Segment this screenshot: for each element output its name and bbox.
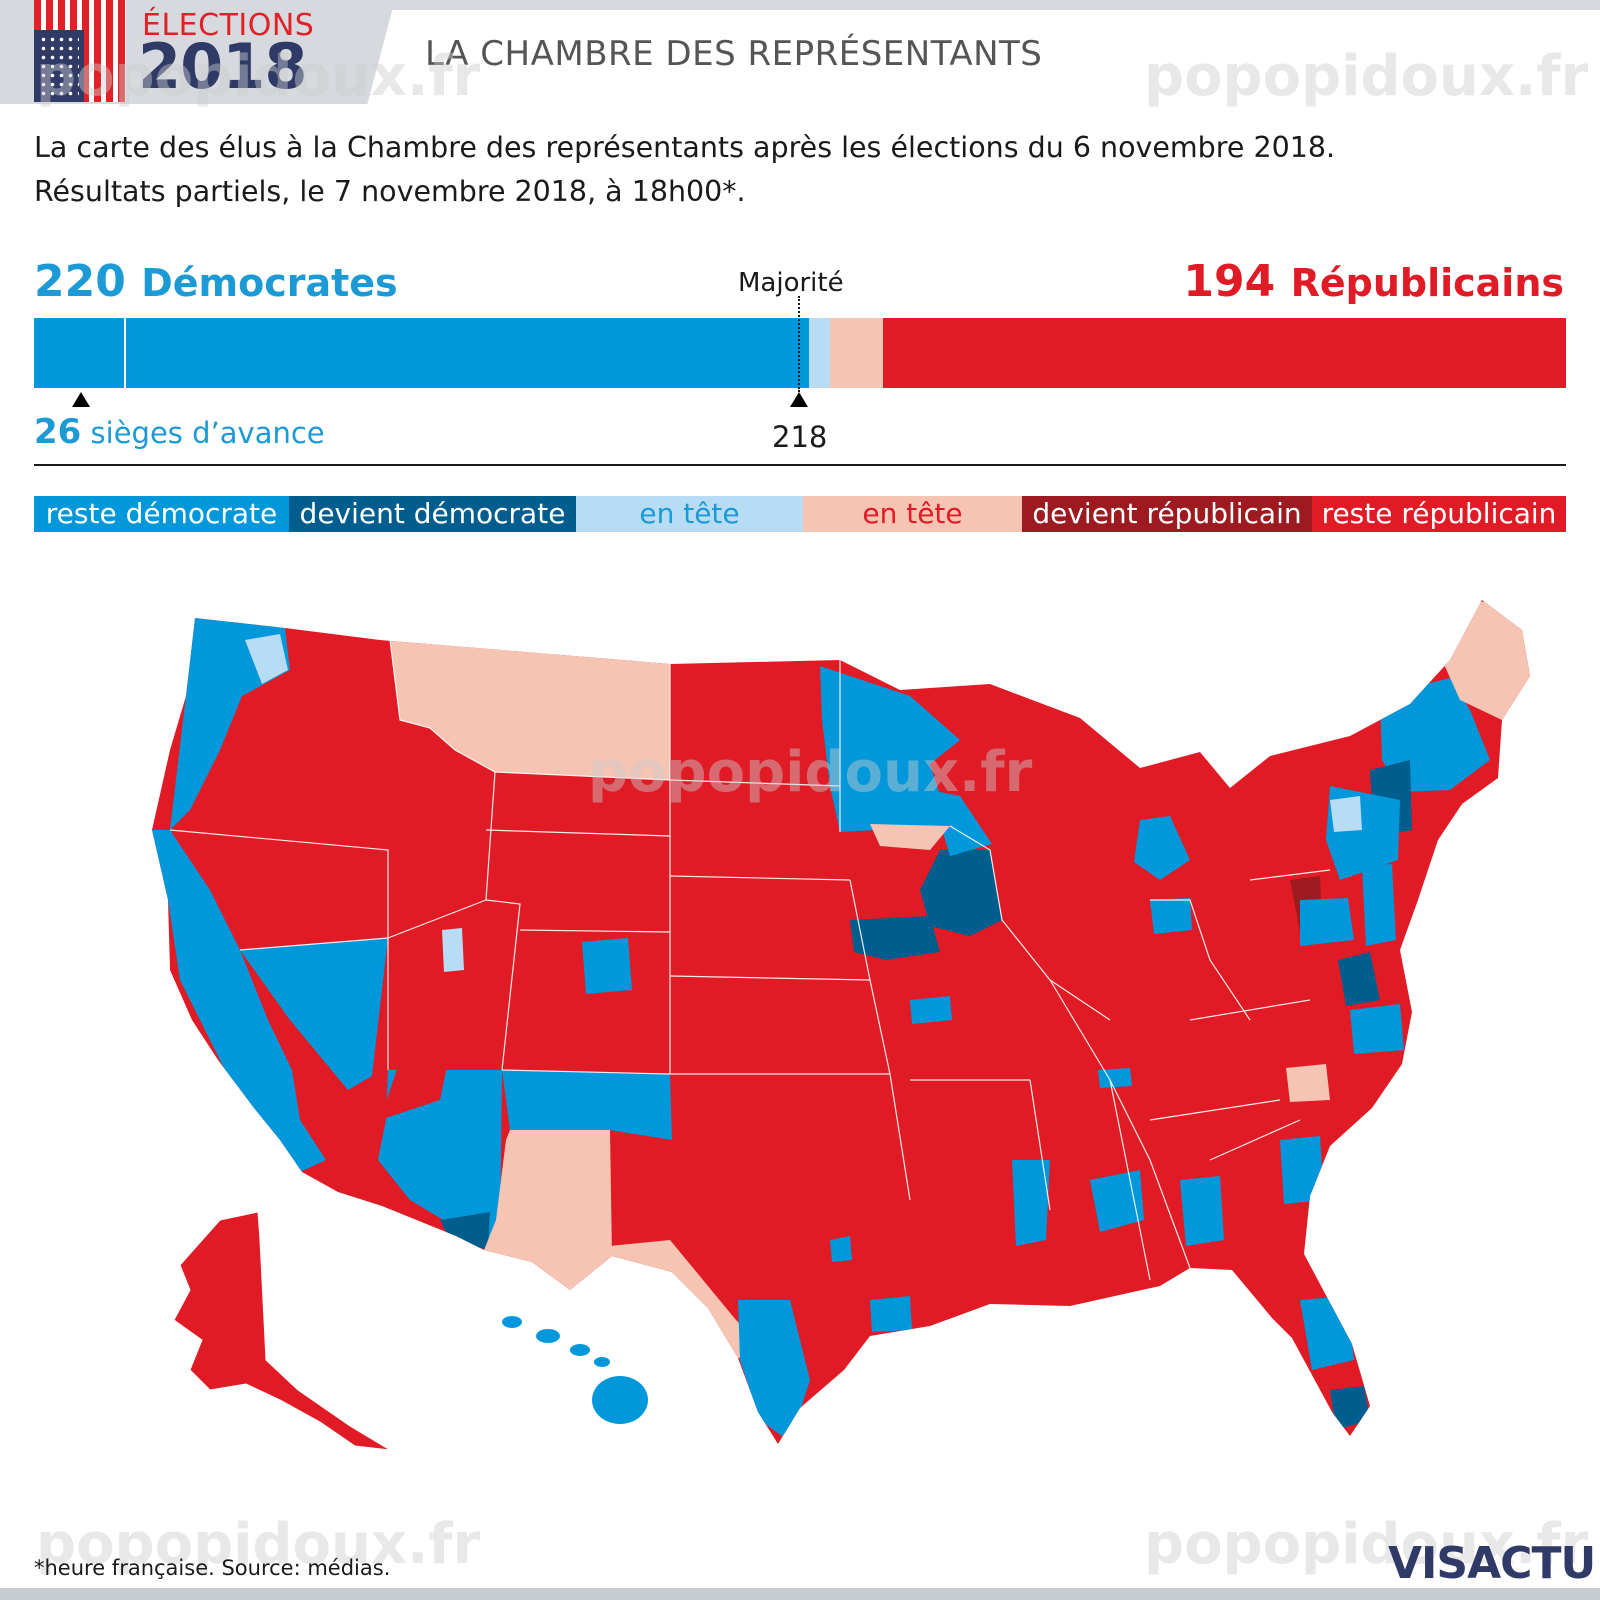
majority-label: Majorité [738, 268, 844, 298]
lead-divider [124, 318, 126, 388]
watermark: popopidoux.fr [1144, 44, 1589, 109]
subtitle-line-1: La carte des élus à la Chambre des repré… [34, 131, 1336, 164]
seat-lead-label: sièges d’avance [90, 416, 325, 450]
rep-seat-count: 194 Républicains [1183, 256, 1564, 307]
bar-segment-rep-leading [829, 318, 883, 388]
us-house-district-map [150, 600, 1570, 1500]
seat-bar [34, 318, 1566, 388]
majority-number: 218 [772, 420, 828, 454]
brand-logo: VISACTU [1388, 1538, 1596, 1589]
legend-item-rep-gain: devient républicain [1022, 496, 1312, 532]
legend: reste démocrate devient démocrate en têt… [34, 496, 1566, 532]
lead-marker-triangle-icon [72, 392, 90, 407]
hawaii-shape [502, 1316, 648, 1424]
subtitle: La carte des élus à la Chambre des repré… [34, 126, 1574, 214]
us-flag-icon [34, 0, 126, 102]
majority-marker-line [798, 296, 800, 392]
dem-seat-count: 220 Démocrates [34, 256, 398, 307]
legend-item-rep-leading: en tête [803, 496, 1022, 532]
bar-segment-democrats [34, 318, 809, 388]
bar-segment-republicans [882, 318, 1566, 388]
header-strip [0, 0, 1600, 10]
alaska-shape [173, 1211, 391, 1451]
bottom-strip [0, 1588, 1600, 1600]
legend-item-rep-hold: reste républicain [1312, 496, 1566, 532]
bar-segment-dem-leading [808, 318, 830, 388]
dem-count-number: 220 [34, 256, 126, 307]
logo-elections: ÉLECTIONS [142, 8, 315, 43]
subtitle-line-2: Résultats partiels, le 7 novembre 2018, … [34, 175, 746, 208]
divider-rule [34, 464, 1566, 466]
legend-item-dem-hold: reste démocrate [34, 496, 289, 532]
dem-count-label: Démocrates [141, 261, 398, 305]
rep-count-label: Républicains [1290, 261, 1564, 305]
seat-lead-text: 26 sièges d’avance [34, 412, 325, 452]
majority-marker-triangle-icon [790, 392, 808, 407]
legend-item-dem-gain: devient démocrate [289, 496, 576, 532]
footnote: *heure française. Source: médias. [34, 1556, 391, 1580]
seat-lead-number: 26 [34, 412, 82, 452]
page-title: LA CHAMBRE DES REPRÉSENTANTS [425, 34, 1043, 74]
rep-count-number: 194 [1183, 256, 1276, 307]
legend-item-dem-leading: en tête [576, 496, 803, 532]
logo-year: 2018 [138, 30, 308, 103]
